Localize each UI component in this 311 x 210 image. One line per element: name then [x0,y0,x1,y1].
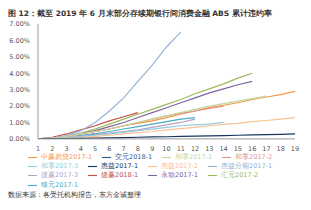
html-text:和享2017-2: 和享2017-2 [235,153,273,162]
html-text:和享2017-1: 和享2017-1 [175,153,213,162]
svg-text:8: 8 [136,145,140,153]
svg-text:3.00%: 3.00% [9,86,30,94]
svg-text:19: 19 [291,145,299,153]
svg-text:2.00%: 2.00% [9,102,30,110]
svg-text:7.00%: 7.00% [9,20,30,28]
html-text:数据来源：各受托机构报告，东方金诚整理: 数据来源：各受托机构报告，东方金诚整理 [8,191,141,199]
svg-text:13: 13 [205,145,213,153]
svg-text:1.00%: 1.00% [9,119,30,127]
svg-text:16: 16 [248,145,256,153]
html-text:捷赢2018-1: 捷赢2018-1 [101,171,139,180]
svg-text:6: 6 [107,145,111,153]
svg-text:4.00%: 4.00% [9,70,30,78]
svg-text:4: 4 [79,145,83,153]
svg-text:9: 9 [150,145,154,153]
html-text:惠益分期2017-1: 惠益分期2017-1 [221,162,273,171]
html-text:永动2017-1: 永动2017-1 [161,171,199,180]
html-text:惠益2017-1: 惠益2017-1 [101,162,139,171]
svg-text:12: 12 [191,145,199,153]
svg-text:2: 2 [50,145,54,153]
svg-text:17: 17 [262,145,270,153]
svg-text:18: 18 [277,145,285,153]
html-text:和享2017-3: 和享2017-3 [41,162,78,171]
svg-text:15: 15 [234,145,242,153]
svg-text:14: 14 [219,145,227,153]
html-text:汇元2017-2: 汇元2017-2 [221,171,259,180]
svg-text:3: 3 [64,145,68,153]
html-text:臻元2017-1: 臻元2017-1 [41,181,78,189]
svg-text:6.00%: 6.00% [9,37,30,45]
html-text:捷赢2017-3: 捷赢2017-3 [41,171,78,180]
html-text:中赢易贷2017-1: 中赢易贷2017-1 [41,153,92,162]
svg-text:10: 10 [162,145,170,153]
html-text:交元2018-1: 交元2018-1 [115,153,153,162]
svg-text:0.00%: 0.00% [9,135,30,143]
svg-text:5.00%: 5.00% [9,53,30,61]
svg-text:7: 7 [122,145,126,153]
html-text:惠益2017-2: 惠益2017-2 [161,162,199,171]
svg-text:11: 11 [177,145,185,153]
html-text:图 12：截至 2019 年 6 月末部分存续期银行间消费金: 图 12：截至 2019 年 6 月末部分存续期银行间消费金融 ABS 累计违约… [8,9,272,18]
svg-text:1: 1 [36,145,40,153]
svg-text:5: 5 [93,145,97,153]
